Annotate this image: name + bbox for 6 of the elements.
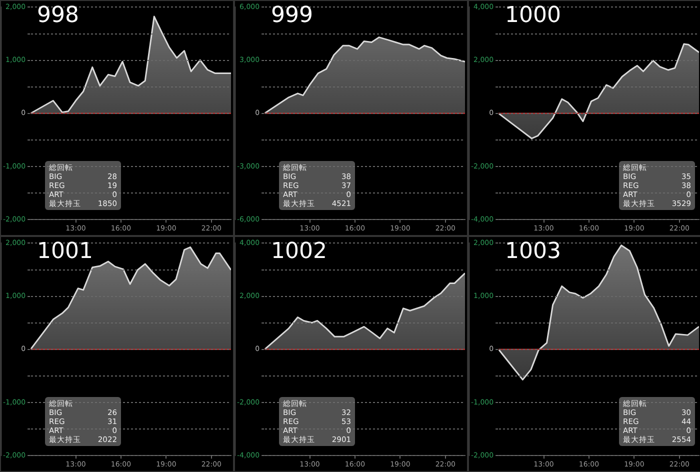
chart-title: 1003 (505, 239, 561, 264)
chart-title: 1001 (37, 239, 93, 264)
chart-title: 1000 (505, 3, 561, 28)
chart-title: 1002 (271, 239, 327, 264)
chart-title: 998 (37, 3, 79, 28)
chart-title: 999 (271, 3, 313, 28)
